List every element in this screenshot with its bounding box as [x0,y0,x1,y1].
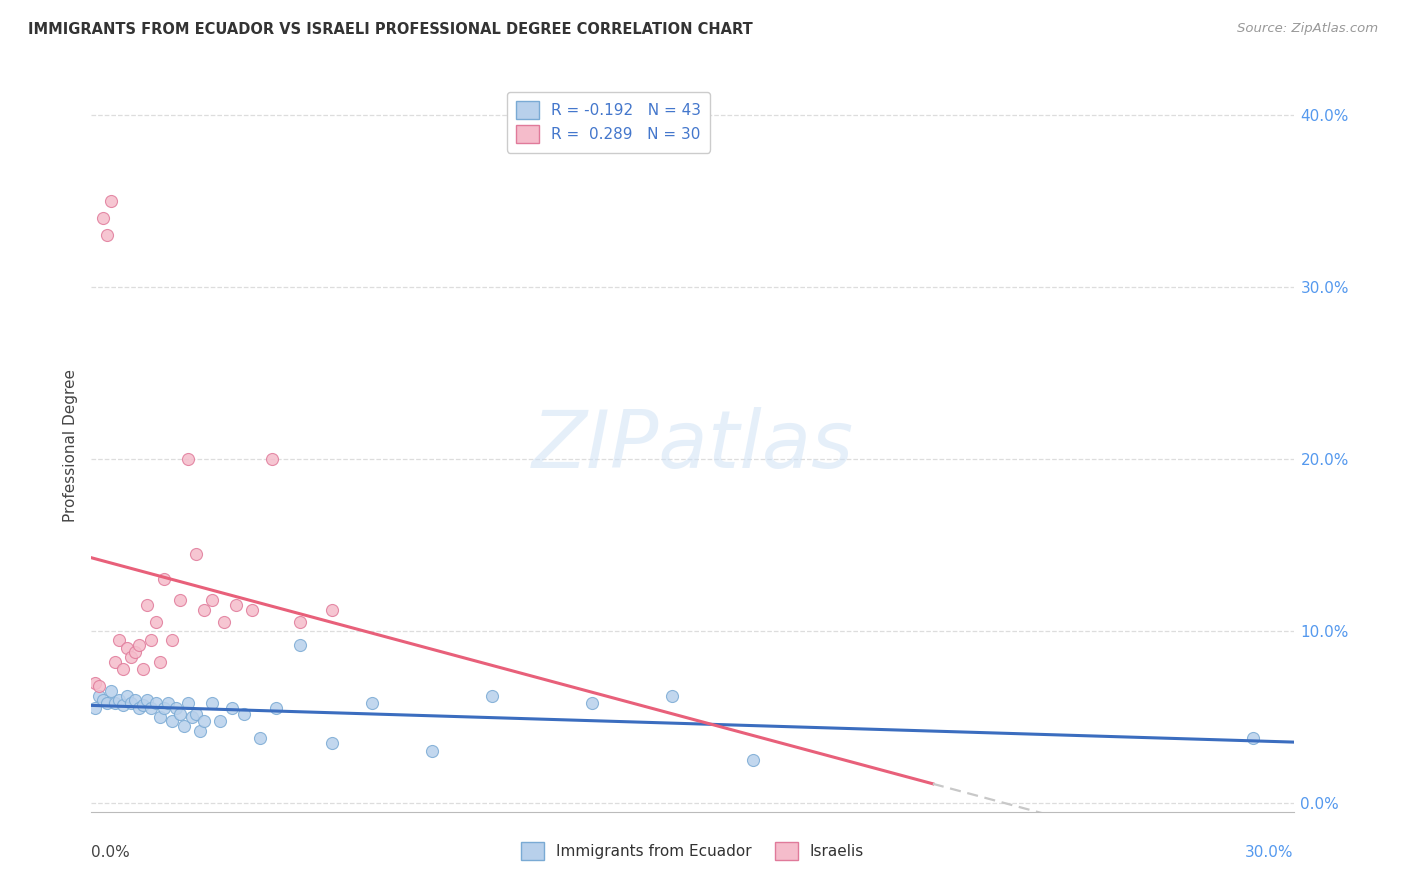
Point [201,696,224,710]
Point [156,696,179,710]
Point [193,714,215,728]
Point [104,655,127,669]
Point [141,632,163,647]
Point [165,701,187,715]
Point [201,593,224,607]
Point [193,603,215,617]
Text: 0.0%: 0.0% [91,845,131,860]
Point [145,696,167,710]
Point [117,690,139,704]
Point [108,693,131,707]
Point [661,690,683,704]
Text: IMMIGRANTS FROM ECUADOR VS ISRAELI PROFESSIONAL DEGREE CORRELATION CHART: IMMIGRANTS FROM ECUADOR VS ISRAELI PROFE… [28,22,752,37]
Point [176,451,198,466]
Point [420,744,443,758]
Point [288,638,311,652]
Point [89,679,111,693]
Point [184,547,207,561]
Point [121,696,143,710]
Point [180,710,202,724]
Point [104,696,127,710]
Point [132,662,155,676]
Point [121,649,143,664]
Point [169,593,191,607]
Point [160,632,183,647]
Point [100,194,122,208]
Point [96,228,118,243]
Point [225,598,247,612]
Point [160,714,183,728]
Point [169,706,191,721]
Point [232,706,254,721]
Point [117,641,139,656]
Point [264,701,287,715]
Point [260,451,283,466]
Point [321,603,343,617]
Point [136,598,159,612]
Legend: Immigrants from Ecuador, Israelis: Immigrants from Ecuador, Israelis [515,836,870,866]
Point [581,696,603,710]
Point [208,714,231,728]
Point [288,615,311,630]
Point [96,696,118,710]
Point [132,698,155,712]
Point [141,701,163,715]
Point [128,701,150,715]
Point [176,696,198,710]
Point [93,693,115,707]
Point [145,615,167,630]
Point [84,675,107,690]
Point [321,736,343,750]
Point [148,710,170,724]
Point [124,645,146,659]
Point [249,731,271,745]
Point [152,573,174,587]
Point [173,719,195,733]
Text: ZIPatlas: ZIPatlas [531,407,853,485]
Point [741,753,763,767]
Point [212,615,235,630]
Point [84,701,107,715]
Point [112,662,135,676]
Point [89,690,111,704]
Point [221,701,243,715]
Point [481,690,503,704]
Point [128,638,150,652]
Point [188,723,211,738]
Point [108,632,131,647]
Point [100,684,122,698]
Y-axis label: Professional Degree: Professional Degree [62,369,77,523]
Point [112,698,135,712]
Point [184,706,207,721]
Text: Source: ZipAtlas.com: Source: ZipAtlas.com [1237,22,1378,36]
Point [148,655,170,669]
Point [360,696,382,710]
Point [136,693,159,707]
Point [93,211,115,225]
Point [1243,731,1265,745]
Point [152,701,174,715]
Point [124,693,146,707]
Text: 30.0%: 30.0% [1246,845,1294,860]
Point [240,603,263,617]
